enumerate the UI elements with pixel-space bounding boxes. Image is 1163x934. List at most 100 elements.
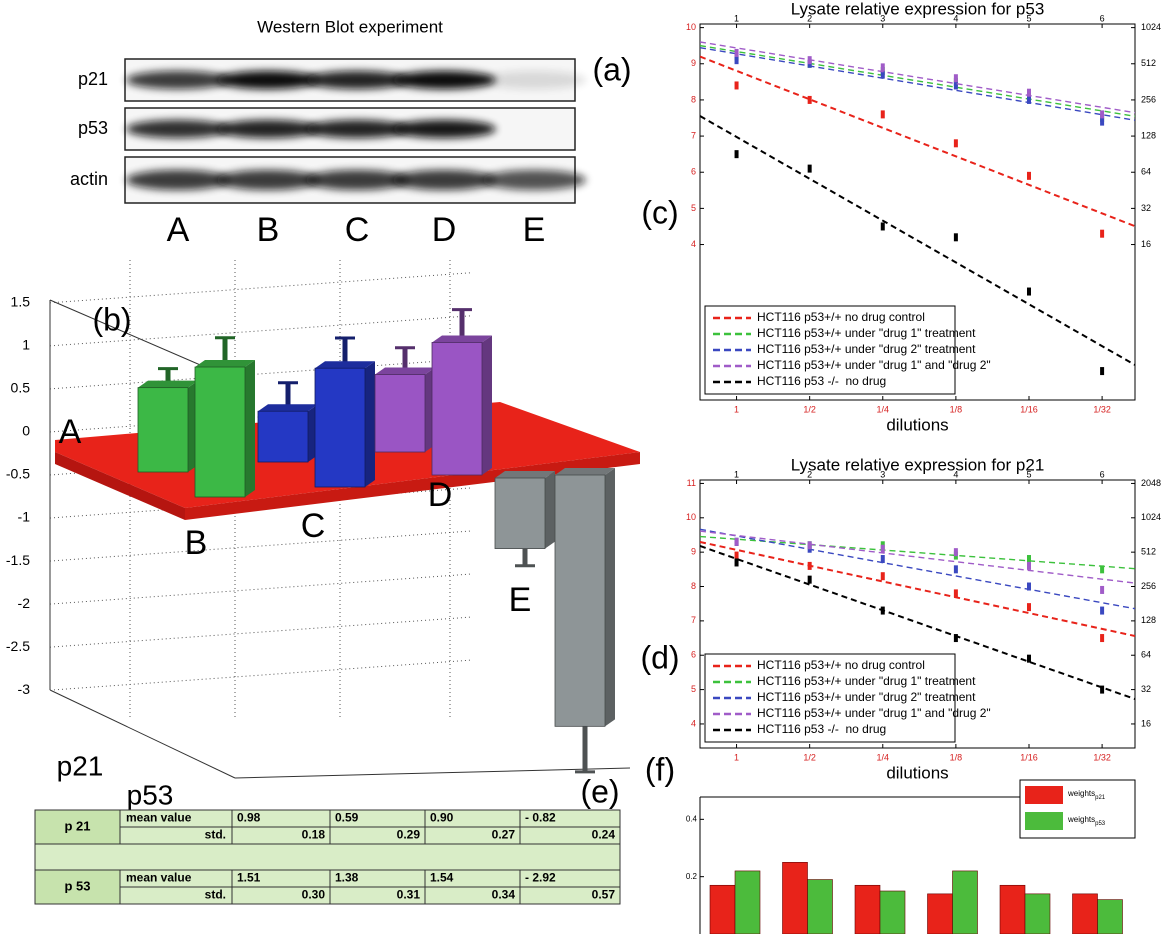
x-tick-label: 1 [734, 404, 739, 414]
data-point [954, 74, 958, 82]
blot-band [126, 71, 230, 89]
data-point [735, 552, 739, 560]
y-tick-label: 0 [22, 423, 30, 439]
x-tick-label: 1 [734, 752, 739, 762]
data-point [1100, 565, 1104, 573]
legend-label: HCT116 p53+/+ under "drug 1" treatment [757, 326, 976, 340]
x-tick-label: 1/32 [1093, 404, 1111, 414]
row-label: std. [205, 888, 226, 902]
x2-tick-label: 1 [734, 469, 739, 479]
y-tick-label: 4 [691, 239, 696, 249]
blot-row-label: p53 [78, 118, 108, 138]
data-point [1100, 686, 1104, 694]
data-point [881, 555, 885, 563]
y-tick-label: 6 [691, 650, 696, 660]
y2-tick-label: 64 [1141, 650, 1151, 660]
y-tick-label: 10 [686, 512, 696, 522]
data-point [954, 81, 958, 89]
bar-top [495, 471, 555, 478]
y-tick-label: 7 [691, 615, 696, 625]
data-point [954, 565, 958, 573]
data-point [954, 589, 958, 597]
data-point [808, 576, 812, 584]
x2-tick-label: 1 [734, 13, 739, 23]
data-point [881, 572, 885, 580]
blot-band [392, 170, 496, 190]
legend-name: weights [1067, 789, 1095, 798]
panel-label: (e) [580, 773, 619, 809]
data-point [1027, 89, 1031, 97]
cell-value: 0.90 [430, 811, 454, 825]
bar-top [375, 368, 435, 375]
legend-subscript: p53 [1095, 821, 1106, 827]
table-spacer [35, 844, 620, 870]
legend-label: HCT116 p53+/+ under "drug 1" treatment [757, 674, 976, 688]
grid-line [50, 574, 470, 604]
blot-band [392, 71, 496, 89]
row-label: mean value [126, 811, 192, 825]
data-point [735, 49, 739, 57]
lane-label: D [432, 211, 457, 249]
y-tick-label: 8 [691, 581, 696, 591]
y2-tick-label: 256 [1141, 581, 1156, 591]
legend-label: HCT116 p53+/+ under "drug 2" treatment [757, 690, 976, 704]
y-tick-label: -3 [18, 681, 31, 697]
lane-label: C [345, 211, 370, 249]
cell-value: 1.51 [237, 871, 261, 885]
data-point [881, 110, 885, 118]
blot-band [126, 170, 230, 190]
bar [375, 375, 425, 452]
data-point [1100, 110, 1104, 118]
data-point [954, 634, 958, 642]
legend-label: HCT116 p53+/+ under "drug 1" and "drug 2… [757, 706, 991, 720]
bar-top [258, 404, 318, 411]
y-tick-label: 0.5 [11, 380, 31, 396]
x2-tick-label: 6 [1100, 469, 1105, 479]
x2-tick-label: 2 [807, 469, 812, 479]
category-label: D [428, 476, 453, 514]
x-tick-label: 1/16 [1020, 404, 1038, 414]
y2-tick-label: 16 [1141, 718, 1151, 728]
bar [783, 862, 808, 934]
y2-tick-label: 32 [1141, 684, 1151, 694]
blot-title: Western Blot experiment [257, 17, 443, 36]
bar [928, 894, 953, 934]
data-point [1027, 288, 1031, 296]
x2-tick-label: 4 [953, 469, 958, 479]
data-point [735, 56, 739, 64]
bar-side [482, 335, 492, 475]
y-tick-label: -1.5 [6, 552, 30, 568]
bar [735, 871, 760, 934]
y2-tick-label: 16 [1141, 239, 1151, 249]
grid-line [50, 617, 470, 647]
y-tick-label: 9 [691, 58, 696, 68]
y-tick-label: 10 [686, 22, 696, 32]
bar [138, 388, 188, 472]
data-point [1100, 586, 1104, 594]
legend-swatch [1025, 812, 1063, 830]
cell-value: 0.98 [237, 811, 261, 825]
x-axis-label: dilutions [886, 763, 948, 782]
blot-band [482, 170, 586, 190]
x2-tick-label: 3 [880, 13, 885, 23]
y2-tick-label: 128 [1141, 615, 1156, 625]
bar-side [245, 360, 255, 497]
y-tick-label: -1 [18, 509, 31, 525]
cell-value: 0.34 [492, 888, 516, 902]
data-point [1027, 96, 1031, 104]
data-point [808, 96, 812, 104]
y-tick-label: 9 [691, 547, 696, 557]
x-tick-label: 1/32 [1093, 752, 1111, 762]
legend-label: HCT116 p53+/+ no drug control [757, 310, 925, 324]
x-tick-label: 1/4 [877, 752, 890, 762]
data-point [1027, 655, 1031, 663]
row-label: mean value [126, 871, 192, 885]
bar-side [545, 471, 555, 549]
bar [1073, 894, 1098, 934]
bar [1000, 885, 1025, 934]
data-point [954, 548, 958, 556]
grid-line [50, 660, 470, 690]
x2-tick-label: 5 [1026, 13, 1031, 23]
data-point [1027, 562, 1031, 570]
y-tick-label: 5 [691, 203, 696, 213]
